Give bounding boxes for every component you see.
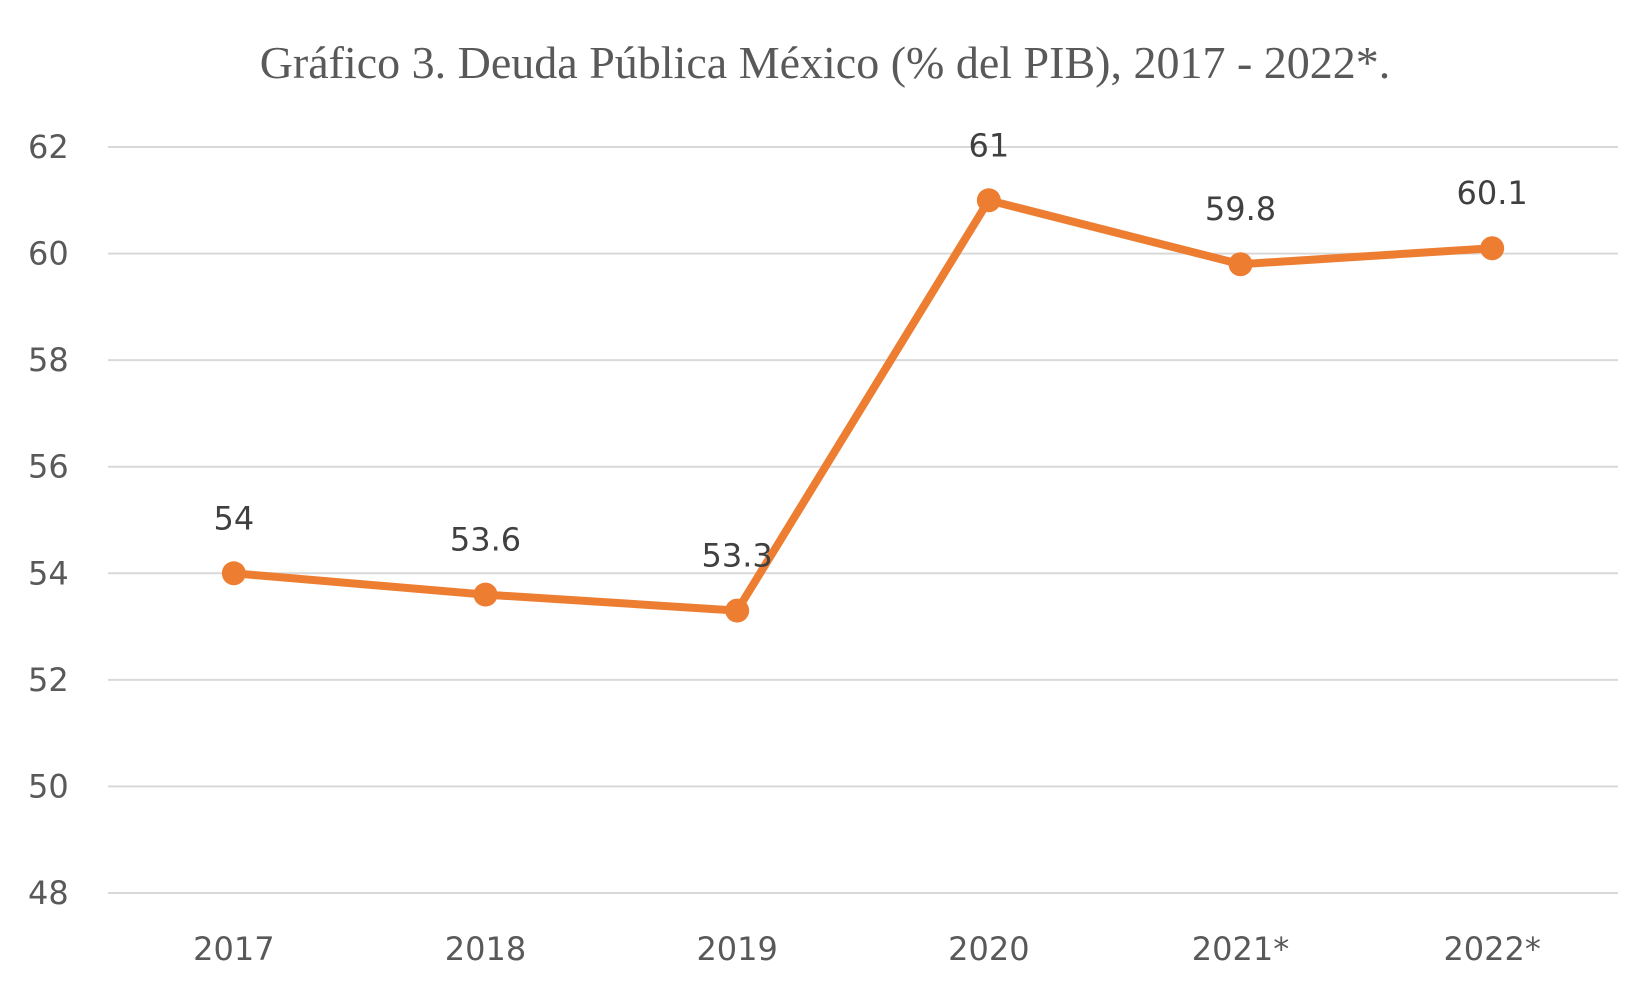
y-tick-label: 52 <box>28 661 69 699</box>
y-tick-label: 50 <box>28 767 69 805</box>
data-point <box>473 582 498 607</box>
y-tick-label: 54 <box>28 554 69 592</box>
x-tick-label: 2022* <box>1443 930 1540 968</box>
data-label: 54 <box>213 499 254 537</box>
gridlines <box>108 146 1618 894</box>
data-label: 59.8 <box>1205 190 1276 228</box>
x-tick-label: 2019 <box>696 930 777 968</box>
x-tick-label: 2021* <box>1192 930 1289 968</box>
data-label: 53.6 <box>450 521 521 559</box>
x-tick-label: 2020 <box>948 930 1029 968</box>
x-tick-label: 2017 <box>193 930 274 968</box>
y-tick-label: 48 <box>28 874 69 912</box>
data-label: 61 <box>968 126 1009 164</box>
data-labels: 54 53.6 53.3 61 59.8 60.1 <box>213 126 1527 574</box>
y-tick-label: 56 <box>28 448 69 486</box>
series-layer <box>221 188 1505 623</box>
y-tick-label: 62 <box>28 128 69 166</box>
series-line <box>229 196 1497 615</box>
chart-title: Gráfico 3. Deuda Pública México (% del P… <box>260 37 1391 88</box>
data-point <box>221 561 246 586</box>
data-label: 60.1 <box>1457 174 1528 212</box>
y-tick-label: 60 <box>28 235 69 273</box>
data-point <box>725 598 750 623</box>
data-label: 53.3 <box>702 537 773 575</box>
data-point <box>1480 236 1505 261</box>
y-tick-label: 58 <box>28 341 69 379</box>
y-axis-tick-labels: 48 50 52 54 56 58 60 62 <box>28 128 69 912</box>
data-point <box>1228 252 1253 277</box>
x-tick-label: 2018 <box>445 930 526 968</box>
x-axis-tick-labels: 2017 2018 2019 2020 2021* 2022* <box>193 930 1541 968</box>
data-point <box>976 188 1001 213</box>
